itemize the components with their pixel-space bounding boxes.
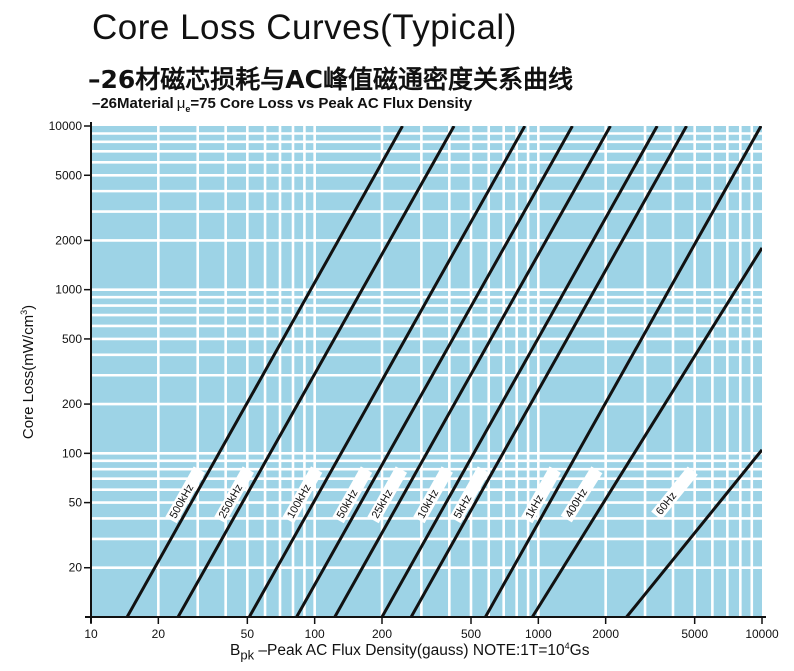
- curve-label-bg-400hz: [560, 466, 603, 523]
- curve-25khz: [333, 126, 612, 617]
- y-tick-label: 10000: [49, 119, 83, 133]
- subtitle-en-mu: μ: [176, 95, 186, 112]
- chart-title: Core Loss Curves(Typical): [92, 8, 517, 47]
- x-axis-label-rest: –Peak AC Flux Density(gauss) NOTE:1T=10: [254, 642, 565, 660]
- curve-50khz: [295, 126, 574, 617]
- y-axis-label-main: Core Loss(mW/cm: [20, 314, 37, 440]
- curve-label-bg-500khz: [165, 466, 206, 524]
- y-tick-label: 500: [62, 332, 82, 346]
- x-tick-label: 100: [305, 627, 325, 641]
- x-tick-label: 1000: [525, 627, 552, 641]
- curve-500khz: [125, 126, 404, 617]
- curve-400hz: [531, 247, 762, 617]
- y-tick-label: 100: [62, 446, 82, 460]
- chart-subtitle-chinese: –26材磁芯损耗与AC峰值磁通密度关系曲线: [88, 65, 573, 94]
- curve-60hz: [625, 448, 762, 617]
- y-axis-label: Core Loss(mW/cm3): [19, 305, 37, 439]
- curve-10khz: [380, 126, 659, 617]
- y-tick-label: 2000: [55, 233, 82, 247]
- x-tick-label: 50: [241, 627, 255, 641]
- y-axis-label-sup: 3: [19, 309, 29, 315]
- y-tick-label: 5000: [55, 168, 82, 182]
- chart-subtitle-english: –26Material μe=75 Core Loss vs Peak AC Fl…: [92, 95, 472, 114]
- x-axis-label-main: B: [230, 642, 241, 660]
- y-tick-label: 200: [62, 397, 82, 411]
- curve-1khz: [484, 126, 762, 617]
- x-axis-label: Bpk –Peak AC Flux Density(gauss) NOTE:1T…: [230, 641, 589, 662]
- y-tick-label: 50: [69, 496, 83, 510]
- y-tick-label: 1000: [55, 283, 82, 297]
- curve-label-bg-5khz: [449, 466, 490, 524]
- curve-100khz: [247, 126, 527, 617]
- subtitle-en-prefix: –26Material: [92, 95, 174, 112]
- subtitle-en-suffix: =75 Core Loss vs Peak AC Flux Density: [190, 95, 473, 112]
- curves: [125, 126, 762, 617]
- x-tick-label: 2000: [592, 627, 619, 641]
- x-tick-label: 10: [84, 627, 98, 641]
- curve-label-bg-1khz: [521, 466, 561, 524]
- grid-lines: [91, 126, 762, 617]
- curve-5khz: [409, 126, 688, 617]
- curve-label-bg-60hz: [651, 466, 698, 520]
- curve-label-bg-250khz: [214, 466, 255, 524]
- x-axis-label-end: Gs: [569, 642, 590, 660]
- curve-250khz: [176, 126, 456, 617]
- x-axis-ticks: 10 20 50 100 200 500 1000 2000 5000 10000: [84, 617, 779, 641]
- y-tick-label: 20: [69, 561, 83, 575]
- curve-label-bg-25khz: [367, 466, 408, 524]
- y-axis-label-end: ): [20, 304, 37, 310]
- y-axis-ticks: 20 50 100 200 500 1000 2000 5000 10000: [49, 119, 91, 575]
- plot-area: [91, 126, 762, 617]
- x-tick-label: 20: [152, 627, 166, 641]
- curve-label-bg-10khz: [413, 466, 453, 524]
- x-tick-label: 500: [461, 627, 481, 641]
- x-tick-label: 10000: [745, 627, 779, 641]
- x-axis-label-sub: pk: [240, 647, 255, 663]
- axes: [85, 122, 766, 623]
- curve-label-bg-50khz: [332, 466, 373, 524]
- subtitle-en-sub: e: [185, 104, 191, 114]
- x-tick-label: 5000: [681, 627, 708, 641]
- x-axis-label-sup: 4: [564, 641, 570, 651]
- x-tick-label: 200: [372, 627, 392, 641]
- curve-label-bg-100khz: [282, 466, 323, 524]
